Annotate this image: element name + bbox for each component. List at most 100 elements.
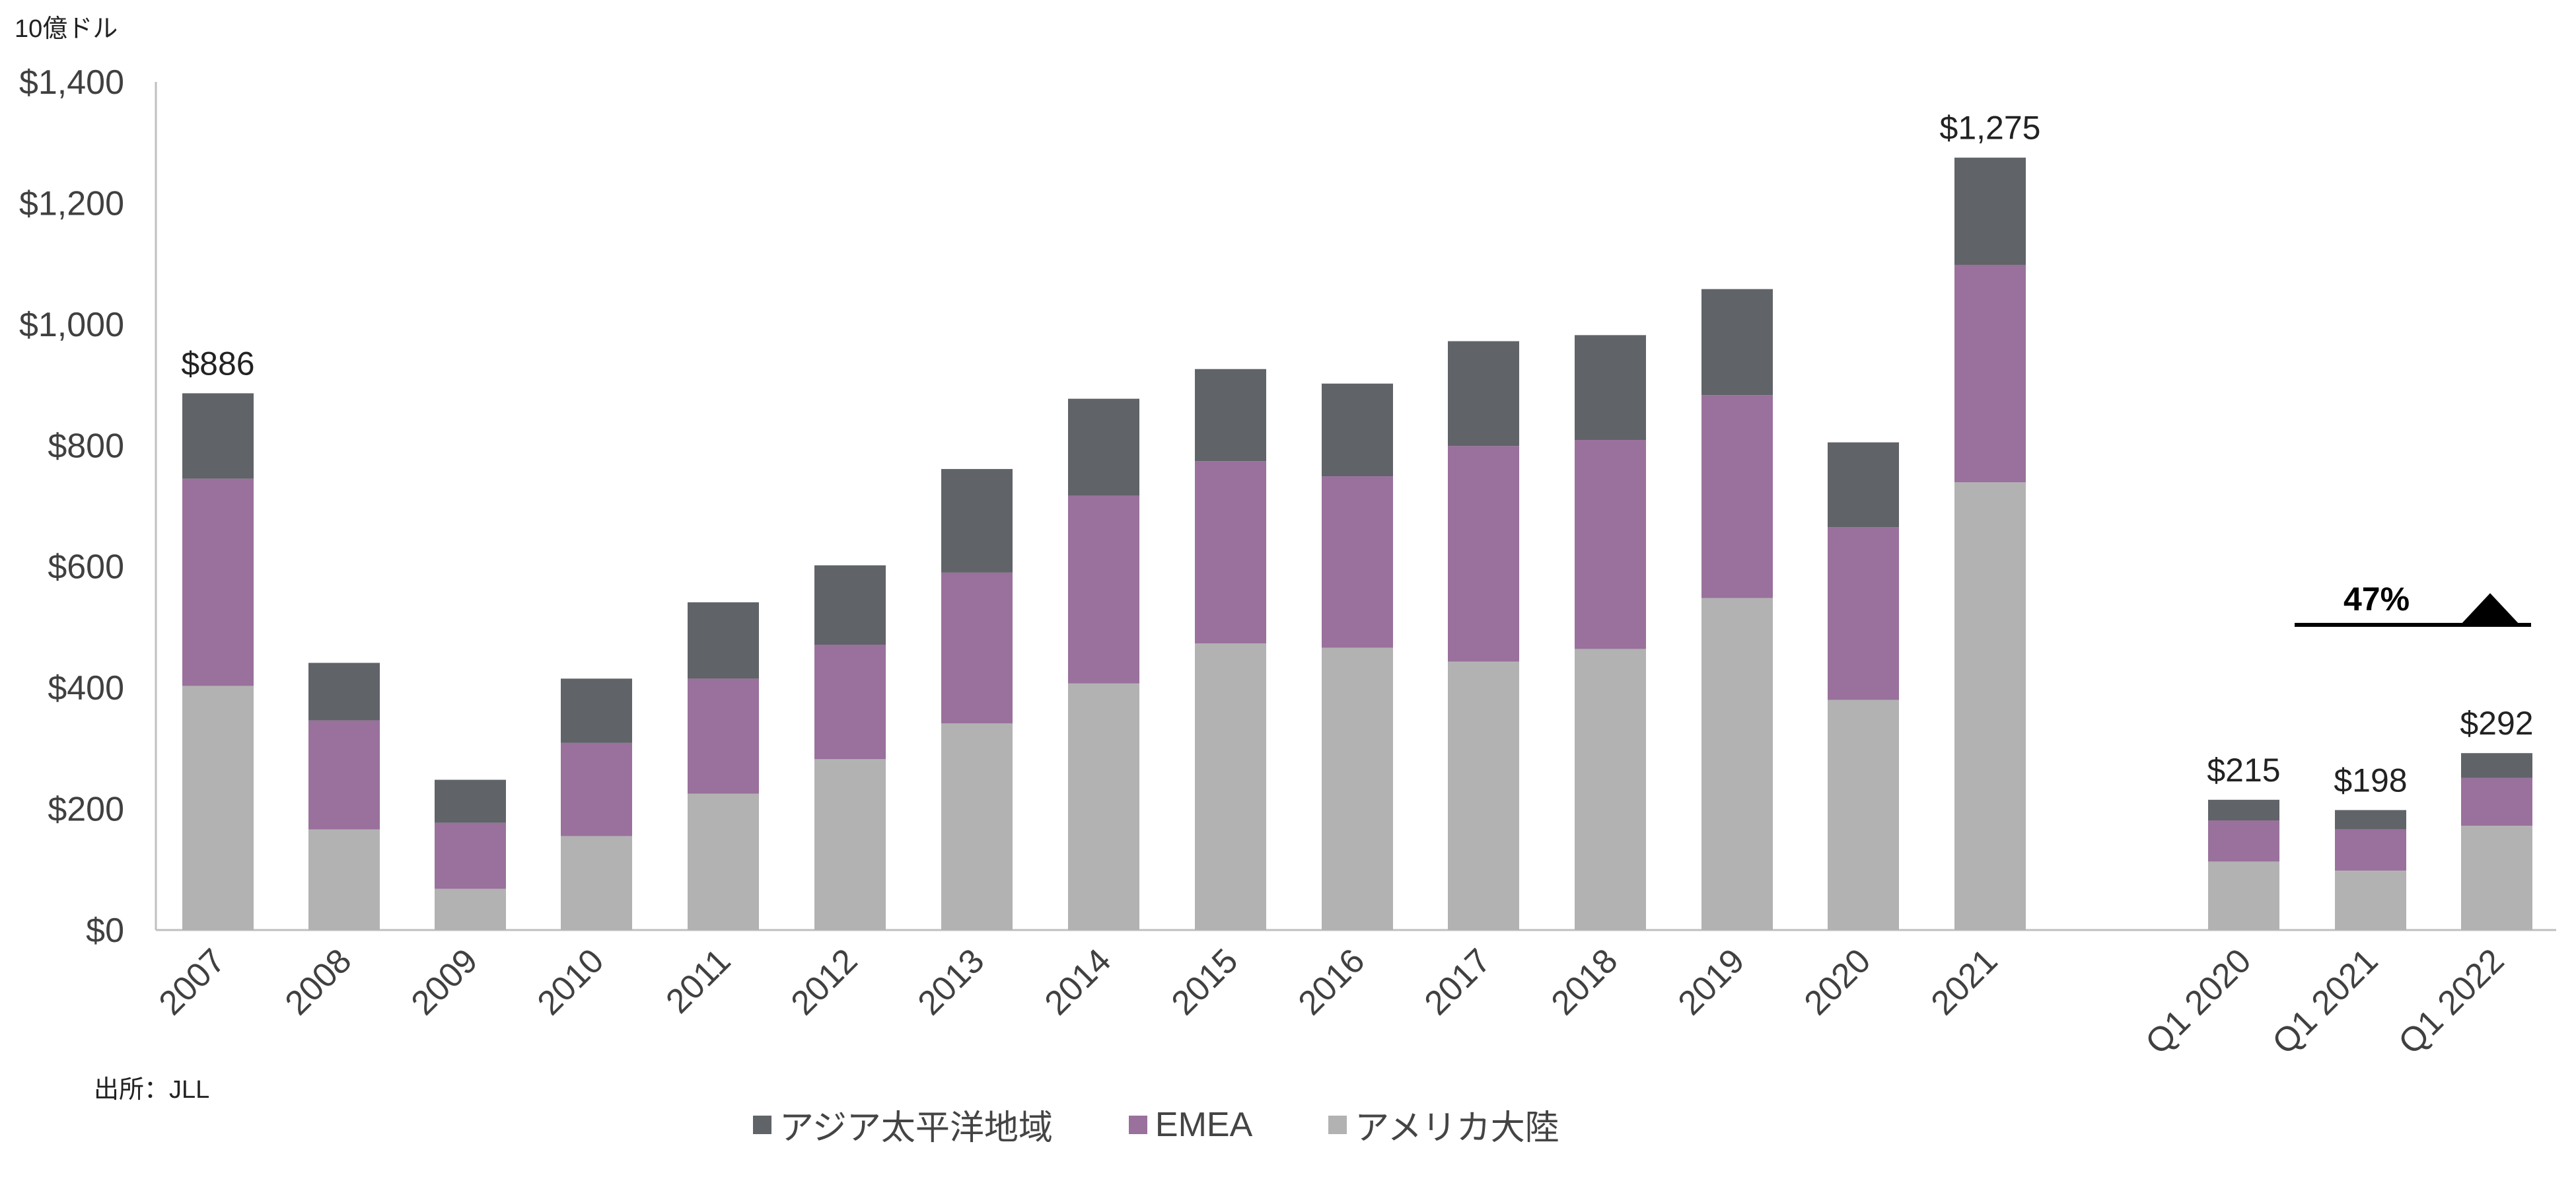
bar-segment-emea — [182, 478, 254, 686]
data-label: $1,275 — [1940, 110, 2041, 147]
bar-segment-americas — [1068, 683, 1139, 930]
x-tick-label: 2014 — [1038, 941, 1119, 1022]
bar-segment-americas — [1828, 699, 1899, 930]
bar-segment-asia-pacific — [1575, 335, 1646, 441]
bar-segment-asia-pacific — [1195, 369, 1266, 462]
bar-segment-emea — [1195, 461, 1266, 644]
x-tick-label: 2012 — [784, 941, 865, 1022]
x-tick-label: 2021 — [1924, 941, 2005, 1022]
y-tick-label: $400 — [48, 669, 124, 707]
bar-segment-americas — [2335, 871, 2406, 930]
bar-segment-asia-pacific — [814, 565, 886, 645]
bar-segment-americas — [1448, 661, 1519, 930]
legend: アジア太平洋地域 EMEA アメリカ大陸 — [753, 1100, 1635, 1149]
bar-segment-americas — [182, 686, 254, 930]
bar-segment-emea — [1068, 495, 1139, 684]
bar-segment-emea — [814, 645, 886, 760]
bar-segment-asia-pacific — [1448, 341, 1519, 447]
data-label: $292 — [2460, 705, 2533, 742]
data-label: $886 — [181, 345, 254, 382]
bar-segment-americas — [1322, 647, 1393, 930]
bar-segment-emea — [1575, 440, 1646, 649]
bar-segment-americas — [688, 793, 759, 930]
annotation-label: 47% — [2343, 581, 2410, 618]
bar-segment-emea — [2335, 829, 2406, 871]
bar-segment-emea — [2208, 820, 2279, 862]
x-tick-label: Q1 2020 — [2138, 941, 2258, 1061]
y-tick-label: $600 — [48, 548, 124, 587]
y-tick-label: $1,000 — [19, 306, 124, 344]
bar-segment-emea — [435, 822, 506, 889]
bar-segment-asia-pacific — [435, 779, 506, 823]
bar-segment-asia-pacific — [1068, 398, 1139, 496]
data-label: $215 — [2207, 752, 2280, 789]
x-tick-label: 2011 — [659, 941, 738, 1021]
legend-item-asia-pacific: アジア太平洋地域 — [753, 1100, 1053, 1149]
legend-item-americas: アメリカ大陸 — [1328, 1100, 1559, 1149]
bar-segment-americas — [941, 723, 1013, 930]
legend-label-emea: EMEA — [1155, 1105, 1253, 1144]
x-tick-label: 2019 — [1671, 941, 1752, 1022]
bar-segment-asia-pacific — [1954, 157, 2026, 265]
bar-segment-emea — [2461, 777, 2532, 826]
x-tick-label: 2020 — [1797, 941, 1878, 1022]
legend-swatch-asia-pacific — [753, 1115, 771, 1134]
y-tick-label: $1,400 — [19, 63, 124, 102]
labels: $0 $200 $400 $600 $800 $1,000 $1,200 $1,400 2007… — [19, 63, 2534, 1062]
y-tick-label: $200 — [48, 791, 124, 829]
bars — [182, 157, 2532, 930]
x-tick-label: 2015 — [1164, 941, 1246, 1022]
bar-segment-americas — [2461, 826, 2532, 930]
bar-segment-asia-pacific — [2208, 799, 2279, 820]
x-tick-label: Q1 2022 — [2391, 941, 2511, 1061]
y-tick-label: $0 — [86, 912, 124, 950]
bar-segment-emea — [308, 720, 380, 830]
bar-segment-emea — [1701, 395, 1773, 598]
legend-swatch-americas — [1328, 1115, 1347, 1134]
bar-segment-emea — [1828, 527, 1899, 700]
bar-segment-americas — [1575, 649, 1646, 930]
bar-segment-asia-pacific — [688, 602, 759, 679]
bar-segment-asia-pacific — [941, 469, 1013, 573]
bar-segment-americas — [308, 829, 380, 930]
y-tick-label: $800 — [48, 427, 124, 465]
bar-segment-emea — [1322, 476, 1393, 648]
legend-label-americas: アメリカ大陸 — [1355, 1109, 1559, 1147]
bar-segment-americas — [1954, 482, 2026, 930]
x-tick-label: 2010 — [530, 941, 612, 1022]
bar-segment-asia-pacific — [2335, 810, 2406, 830]
x-tick-label: 2016 — [1291, 941, 1373, 1022]
bar-segment-emea — [941, 572, 1013, 724]
x-tick-label: 2009 — [404, 941, 485, 1022]
x-tick-label: Q1 2021 — [2265, 941, 2385, 1061]
bar-segment-asia-pacific — [1828, 442, 1899, 528]
bar-segment-asia-pacific — [182, 393, 254, 479]
bar-segment-americas — [435, 888, 506, 930]
bar-segment-emea — [688, 678, 759, 794]
bar-segment-asia-pacific — [561, 678, 632, 743]
x-tick-label: 2013 — [911, 941, 992, 1022]
legend-label-asia-pacific: アジア太平洋地域 — [779, 1109, 1053, 1147]
x-tick-label: 2017 — [1417, 941, 1499, 1022]
x-tick-label: 2018 — [1544, 941, 1626, 1022]
legend-item-emea: EMEA — [1128, 1105, 1253, 1145]
bar-segment-asia-pacific — [308, 663, 380, 721]
up-triangle-icon — [2460, 593, 2520, 625]
bar-segment-americas — [814, 759, 886, 930]
bar-segment-asia-pacific — [1701, 289, 1773, 396]
bar-segment-emea — [561, 742, 632, 836]
legend-swatch-emea — [1128, 1115, 1147, 1134]
y-tick-label: $1,200 — [19, 184, 124, 223]
bar-segment-americas — [2208, 861, 2279, 930]
unit-label: 10億ドル — [15, 15, 118, 43]
bar-segment-americas — [1195, 643, 1266, 930]
bar-segment-asia-pacific — [2461, 753, 2532, 778]
bar-segment-asia-pacific — [1322, 383, 1393, 477]
bar-segment-emea — [1448, 446, 1519, 662]
bar-segment-emea — [1954, 264, 2026, 483]
growth-annotation: 47% — [2295, 581, 2531, 627]
bar-segment-americas — [561, 836, 632, 930]
data-label: $198 — [2334, 762, 2407, 799]
bar-segment-americas — [1701, 598, 1773, 930]
